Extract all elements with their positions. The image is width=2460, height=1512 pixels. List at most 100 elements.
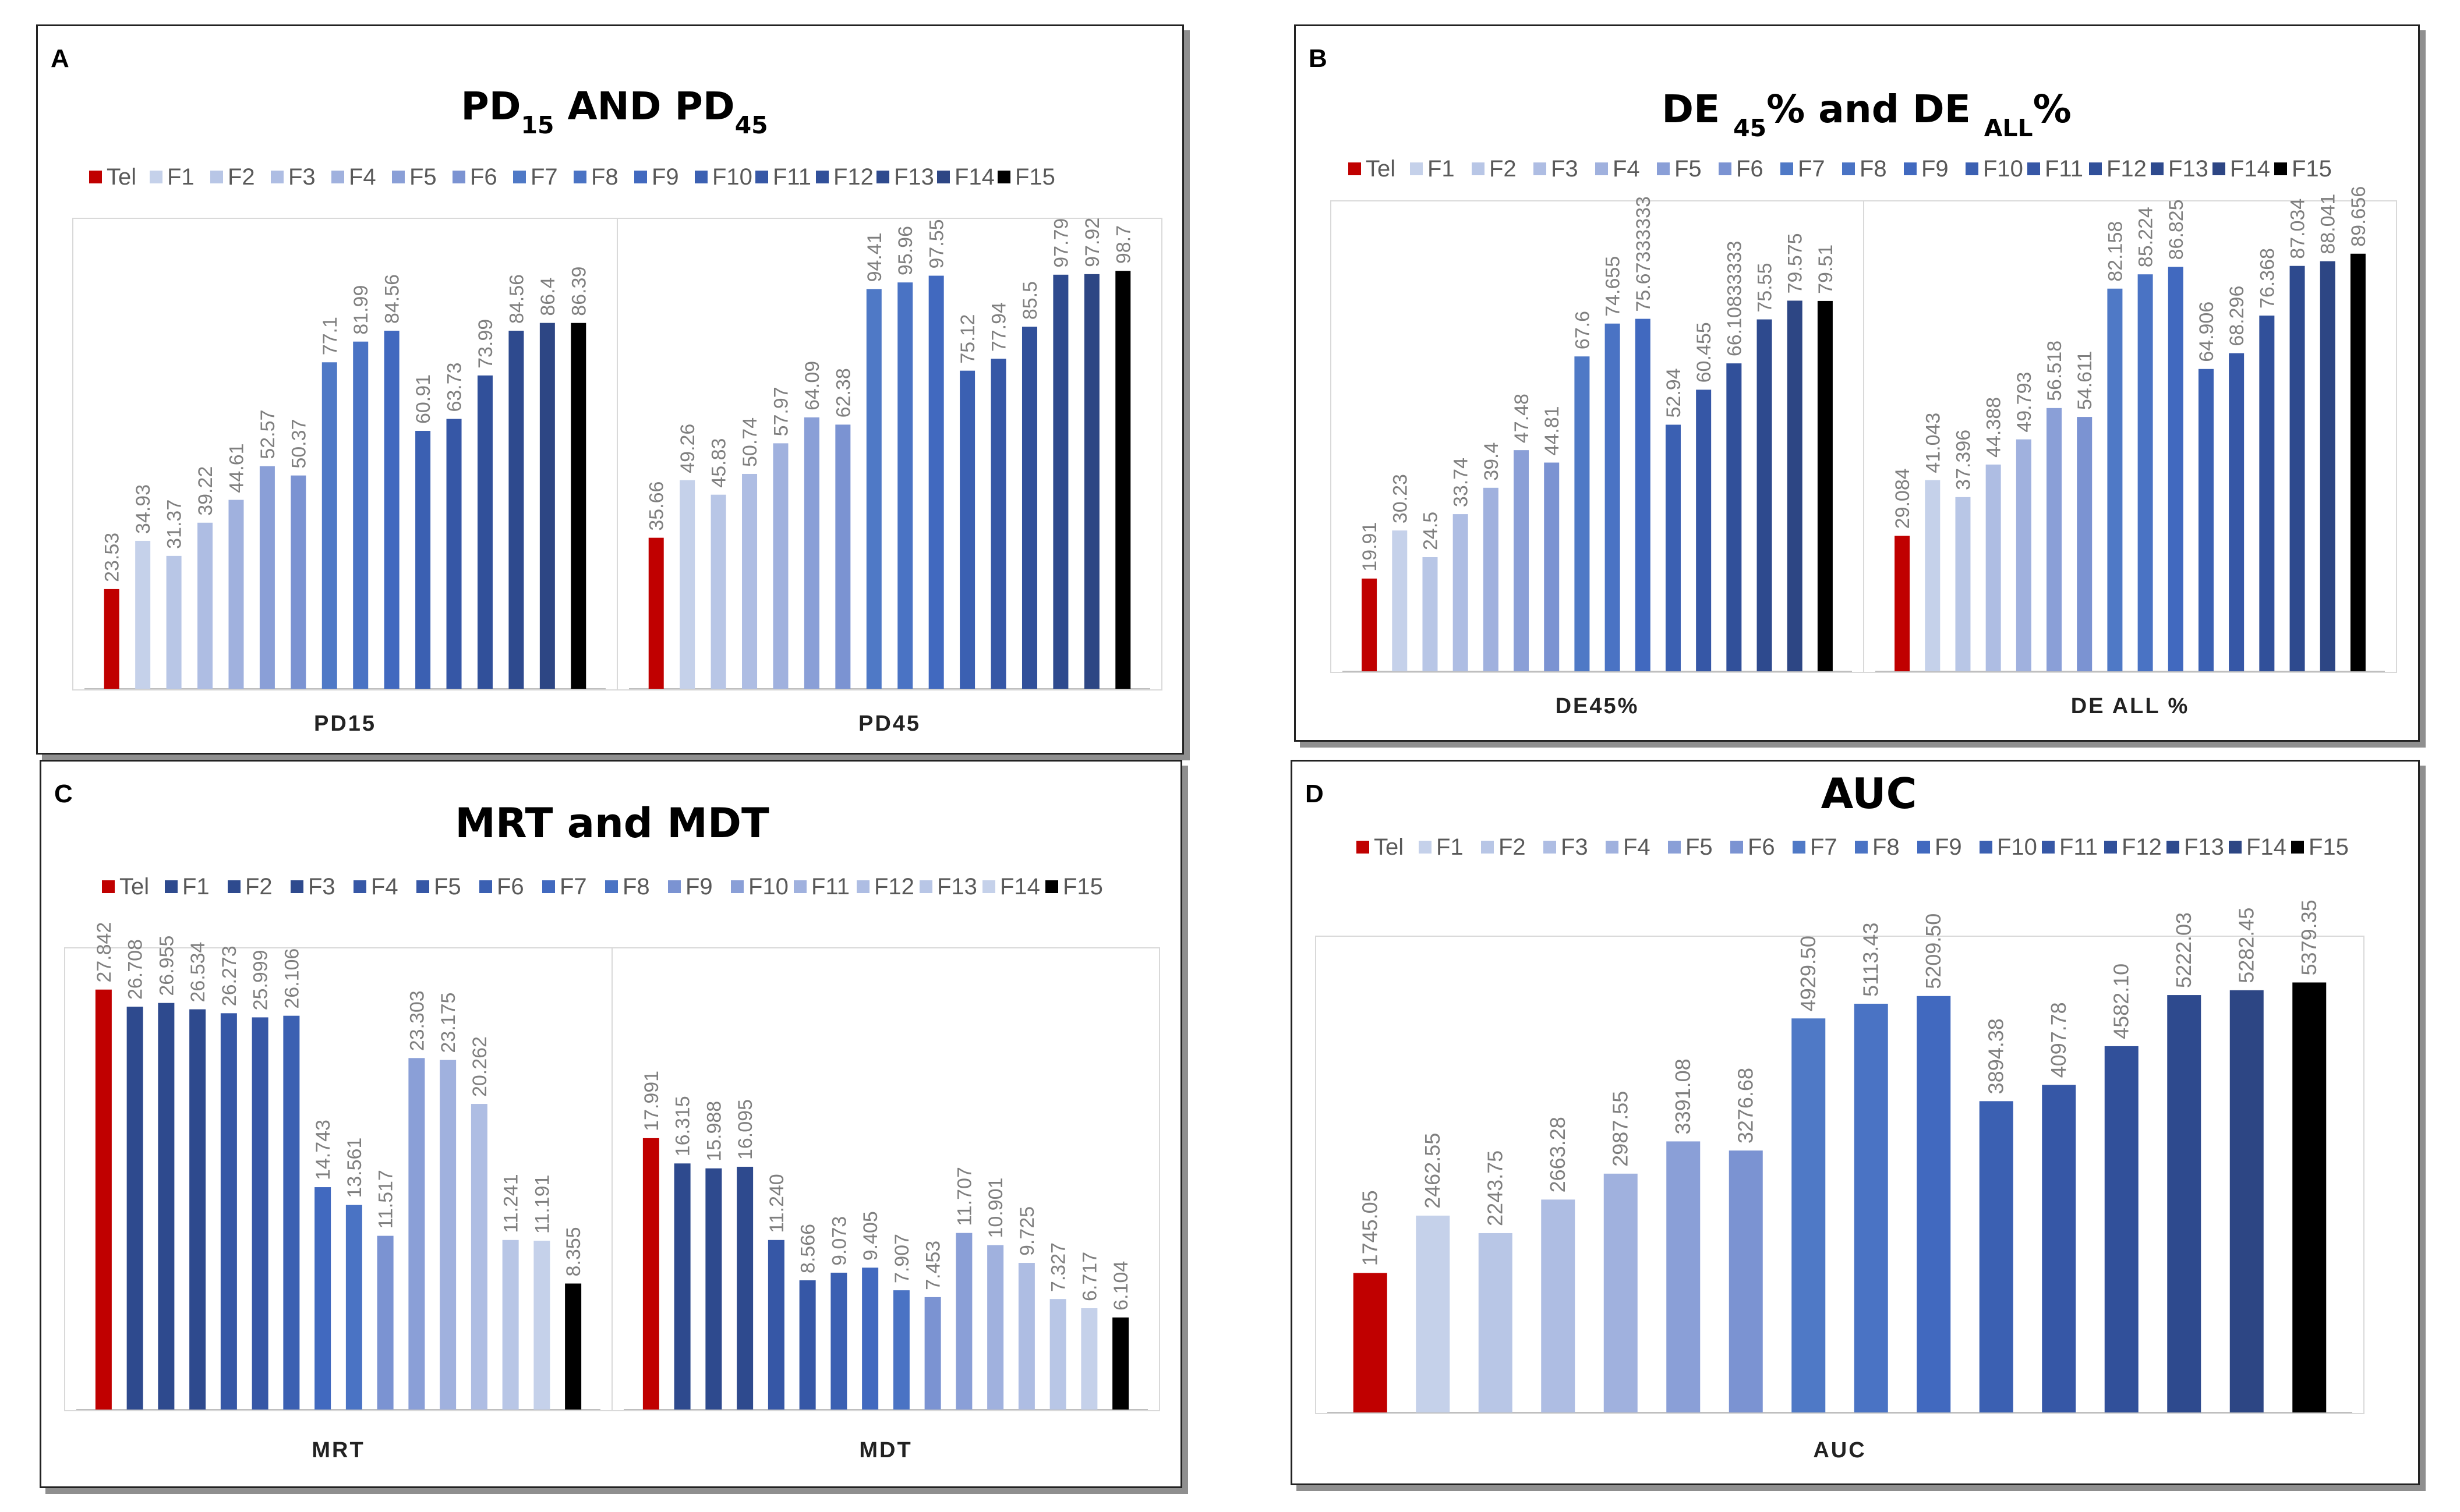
legend-swatch-f12 (2089, 162, 2102, 175)
panel-letter: B (1309, 44, 1327, 73)
legend-swatch-f3 (291, 880, 303, 893)
legend-swatch-f8 (574, 171, 586, 183)
bar-auc-f14 (2229, 990, 2264, 1412)
legend-label-f1: F1 (1427, 156, 1455, 182)
legend-label-f13: F13 (2168, 156, 2208, 182)
bar-pd15-f6 (291, 475, 306, 689)
legend-label-f10: F10 (1997, 834, 2037, 860)
bar-mdt-f15 (1112, 1317, 1129, 1410)
bar-mrt-f7 (314, 1187, 331, 1410)
bar-pd15-f2 (166, 555, 182, 689)
bar-deall-f7 (2107, 288, 2123, 672)
data-label: 1745.05 (1358, 1190, 1382, 1266)
bar-deall-tel (1895, 536, 1910, 671)
legend-label-f7: F7 (1810, 834, 1837, 860)
group-axis-label: PD15 (314, 711, 376, 736)
legend-swatch-f1 (150, 171, 162, 183)
group-axis-label: DE45% (1556, 694, 1639, 718)
data-label: 75.55 (1754, 263, 1776, 313)
data-label: 5379.35 (2297, 900, 2321, 975)
bar-pd15-f15 (571, 323, 586, 689)
legend-swatch-f11 (755, 171, 768, 183)
bar-de45-f5 (1514, 450, 1529, 671)
data-label: 84.56 (506, 274, 528, 324)
bar-auc-tel (1353, 1273, 1387, 1412)
bar-de45-f4 (1483, 487, 1498, 671)
legend-label-f15: F15 (2292, 156, 2332, 182)
bar-deall-f10 (2198, 369, 2214, 671)
legend-label-f8: F8 (1872, 834, 1900, 860)
data-label: 73.99 (475, 319, 497, 369)
bar-de45-f6 (1544, 462, 1560, 671)
legend-label-f15: F15 (1063, 874, 1103, 900)
legend-swatch-f2 (1481, 841, 1494, 854)
data-label: 52.94 (1663, 368, 1685, 417)
bar-deall-f14 (2320, 261, 2335, 671)
bar-pd45-f13 (1053, 274, 1069, 689)
bar-pd15-f11 (446, 419, 462, 689)
panel-letter: A (51, 44, 69, 73)
legend-swatch-f8 (605, 880, 618, 893)
legend-label-f4: F4 (1623, 834, 1650, 860)
legend-swatch-f5 (392, 171, 405, 183)
chart-title: AUC (1821, 769, 1917, 818)
data-label: 86.825 (2165, 199, 2187, 260)
data-label: 25.999 (250, 950, 272, 1010)
data-label: 26.955 (155, 936, 178, 996)
data-label: 29.084 (1892, 468, 1914, 529)
bar-deall-f2 (1955, 497, 1971, 671)
legend-label-f5: F5 (1685, 834, 1713, 860)
legend-label-f8: F8 (591, 164, 618, 190)
bar-pd15-f1 (135, 540, 151, 689)
data-label: 14.743 (312, 1120, 334, 1180)
data-label: 75.67333333 (1632, 196, 1655, 312)
data-label: 41.043 (1922, 413, 1944, 473)
bar-deall-f4 (2016, 439, 2031, 671)
legend-swatch-f15 (1045, 880, 1058, 893)
legend-swatch-f14 (937, 171, 950, 183)
data-label: 26.534 (187, 942, 209, 1003)
bar-mrt-f13 (502, 1240, 519, 1410)
data-label: 88.041 (2317, 194, 2339, 254)
bar-de45-f8 (1604, 323, 1620, 671)
legend-label-f11: F11 (2059, 834, 2098, 860)
data-label: 56.518 (2044, 341, 2066, 401)
group-axis-label: MDT (859, 1438, 912, 1463)
data-label: 16.095 (734, 1099, 757, 1160)
data-label: 9.405 (860, 1211, 882, 1260)
legend-label-f7: F7 (560, 874, 587, 900)
bar-mrt-f2 (158, 1003, 175, 1410)
legend-swatch-f2 (1472, 162, 1485, 175)
data-label: 86.4 (537, 277, 559, 316)
bar-mdt-f4 (768, 1240, 784, 1410)
bar-auc-f10 (1979, 1101, 2013, 1412)
bar-pd45-f3 (742, 473, 758, 689)
data-label: 2243.75 (1483, 1150, 1507, 1226)
chart-title: DE 45% and DE ALL% (1662, 87, 2071, 142)
data-label: 5282.45 (2235, 908, 2258, 983)
data-label: 15.988 (703, 1101, 725, 1162)
legend-swatch-f2 (210, 171, 223, 183)
legend-swatch-f4 (331, 171, 344, 183)
legend-swatch-f10 (731, 880, 744, 893)
data-label: 11.241 (500, 1174, 522, 1233)
legend-swatch-f5 (416, 880, 429, 893)
bar-deall-f8 (2137, 274, 2153, 671)
bar-pd45-f7 (866, 289, 882, 689)
legend-swatch-f4 (1606, 841, 1618, 854)
data-label: 31.37 (164, 500, 186, 549)
bar-pd45-f14 (1084, 274, 1100, 689)
bar-mrt-f15 (565, 1283, 582, 1410)
data-label: 94.41 (864, 232, 886, 282)
data-label: 33.74 (1450, 458, 1472, 507)
legend-label-f2: F2 (245, 874, 273, 900)
data-label: 87.034 (2287, 199, 2309, 259)
bar-pd45-tel (648, 537, 664, 689)
legend-label-f15: F15 (2309, 834, 2349, 860)
legend-swatch-f13 (2151, 162, 2164, 175)
data-label: 68.296 (2226, 286, 2248, 346)
legend-label-f9: F9 (1921, 156, 1949, 182)
legend-label-f6: F6 (470, 164, 497, 190)
panel-b-dissolution-efficiency: B DE 45% and DE ALL% Tel F1 F2 F3 F4 F5 F6 F7 F8 F9… (1294, 24, 2420, 742)
data-label: 97.92 (1081, 218, 1104, 267)
